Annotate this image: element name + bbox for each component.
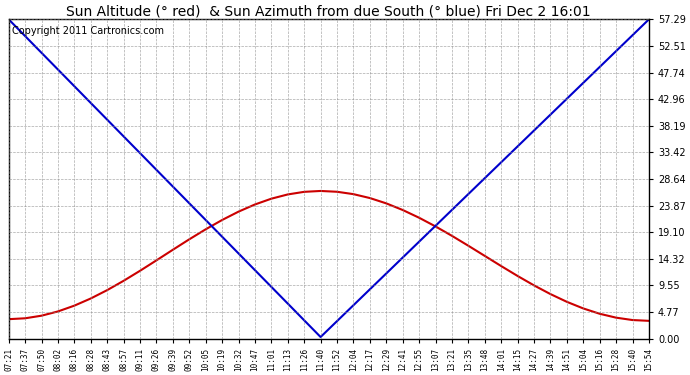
Text: Copyright 2011 Cartronics.com: Copyright 2011 Cartronics.com [12, 26, 164, 36]
Title: Sun Altitude (° red)  & Sun Azimuth from due South (° blue) Fri Dec 2 16:01: Sun Altitude (° red) & Sun Azimuth from … [66, 4, 591, 18]
